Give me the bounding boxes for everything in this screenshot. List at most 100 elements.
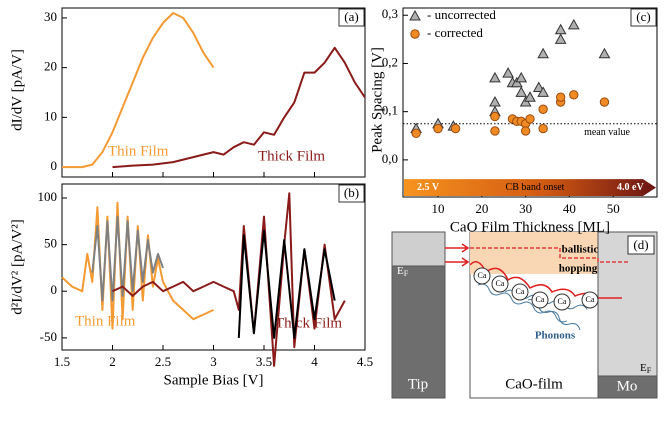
x-tick-label: 10 [432, 201, 445, 216]
bar-label: 4.0 eV [617, 182, 644, 193]
tip-empty [391, 231, 446, 267]
line [112, 46, 366, 169]
phonon-wave [477, 283, 568, 323]
x-tick-label: 20 [475, 201, 488, 216]
line [91, 215, 164, 302]
ion [473, 267, 491, 285]
ion [581, 291, 599, 309]
marker [554, 23, 567, 35]
x-axis-label: Sample Bias [V] [164, 372, 264, 388]
marker [599, 97, 610, 107]
panel: 0 10 20 30 dI/dV [pA/V] Thin Film Thick Film (a… [9, 7, 366, 178]
panel-label: (a) [344, 9, 358, 24]
x-tick-label: 40 [563, 201, 576, 216]
ion [531, 291, 549, 309]
tip-fermi: EF [397, 265, 409, 278]
ion-label: Ca [536, 295, 545, 304]
x-tick-label: 4.5 [357, 354, 373, 369]
marker [490, 111, 500, 122]
film-label: CaO-film [505, 376, 563, 392]
mo-label: Mo [617, 378, 638, 394]
arrow [445, 257, 470, 267]
arrow [445, 243, 470, 253]
bar-label: 2.5 V [417, 182, 440, 193]
y-tick-label: 0 [51, 282, 58, 297]
y-tick-label: 0 [51, 158, 58, 173]
panel: 0,0 0,1 0,2 0,3 10 20 30 40 50 Peak Spacing [V] Ca… [369, 6, 658, 235]
ballistic-label: ballistic [562, 244, 599, 256]
marker [433, 123, 443, 134]
line [237, 229, 336, 339]
plot-frame [402, 7, 658, 198]
marker [489, 71, 501, 83]
line [61, 201, 214, 330]
ion [511, 283, 529, 301]
marker [555, 92, 566, 102]
x-axis-label: CaO Film Thickness [ML] [450, 219, 610, 235]
ion-label: Ca [558, 297, 567, 306]
x-tick-label: 30 [519, 201, 532, 216]
x-tick-label: 3 [210, 354, 217, 369]
phonons-label: Phonons [535, 330, 576, 342]
mo-fermi: EF [640, 362, 652, 375]
marker [598, 47, 611, 59]
y-tick-label: -50 [40, 329, 57, 344]
x-tick-label: 50 [607, 201, 620, 216]
annotation: Thin Film [75, 313, 136, 329]
y-tick-label: 30 [44, 9, 57, 24]
marker [524, 91, 536, 102]
ion-label: Ca [496, 279, 505, 288]
y-axis-label: Peak Spacing [V] [369, 47, 385, 153]
legend-label: - corrected [427, 25, 483, 40]
legend-marker [410, 29, 420, 39]
x-tick-label: 3.5 [256, 354, 272, 369]
y-tick-label: 0,0 [382, 151, 398, 166]
y-tick-label: 10 [44, 108, 57, 123]
panel-label-box [338, 184, 365, 203]
mean-label: mean value [584, 127, 630, 138]
ions: Ca Ca Ca Ca Ca Ca [473, 267, 599, 311]
y-tick-label: 0,3 [382, 6, 398, 21]
marker [569, 90, 579, 100]
y-tick-label: 20 [44, 59, 57, 74]
ion [553, 293, 571, 311]
marker [490, 126, 500, 136]
marker [450, 123, 461, 134]
y-axis-label: d²I/dV² [pA/V²] [9, 219, 25, 315]
panel-label: (d) [633, 237, 648, 252]
panel-label: (c) [636, 9, 650, 24]
panel-label-box [338, 8, 365, 27]
marker [532, 81, 545, 93]
marker [554, 33, 567, 44]
tip-label: Tip [408, 376, 428, 392]
ion [491, 275, 509, 293]
ion-label: Ca [516, 287, 525, 296]
marker [411, 128, 421, 139]
y-tick-label: 100 [38, 189, 58, 204]
marker [520, 126, 531, 136]
line [62, 12, 215, 169]
legend-label: - uncorrected [427, 7, 496, 22]
marker [567, 18, 580, 30]
marker [515, 71, 528, 83]
mo-empty [597, 231, 658, 377]
x-tick-label: 4 [311, 354, 318, 369]
y-tick-label: 0,1 [382, 103, 398, 118]
x-tick-label: 1.5 [54, 354, 70, 369]
marker [515, 86, 528, 97]
legend-marker [409, 9, 421, 21]
y-axis-label: dI/dV [pA/V] [9, 49, 25, 131]
line [112, 192, 346, 367]
mo-filled [597, 375, 658, 399]
marker [537, 47, 549, 59]
diagram: EF EF Tip CaO-film Mo ballistic hopping … [391, 231, 658, 399]
annotation: Thin Film [108, 143, 169, 159]
marker [502, 67, 514, 78]
y-tick-label: 0,2 [382, 54, 398, 69]
panel-label-box [630, 8, 657, 27]
marker [537, 86, 549, 97]
bar-label: CB band onset [506, 182, 565, 193]
panel-label: (b) [344, 185, 359, 200]
marker [538, 123, 548, 134]
